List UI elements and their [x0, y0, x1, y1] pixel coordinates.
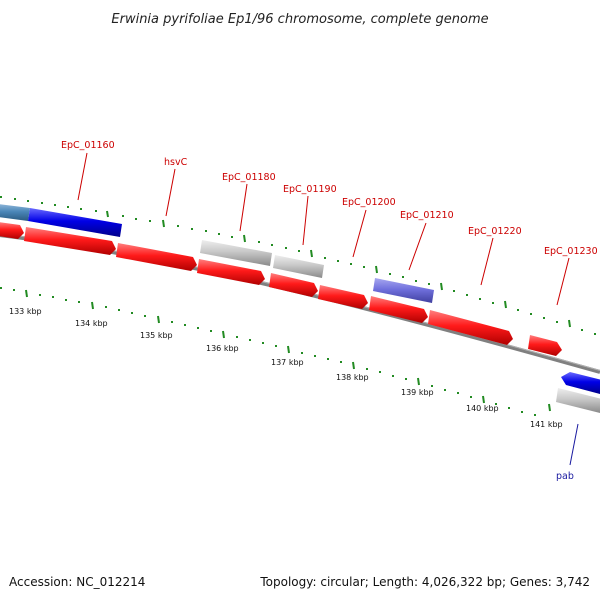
gene-label-epc-01200[interactable]: EpC_01200	[342, 197, 396, 208]
tick-label: 138 kbp	[336, 373, 369, 382]
gene-labels: EpC_01160 hsvC EpC_01180 EpC_01190 EpC_0…	[61, 140, 598, 482]
gene-label-epc-01190[interactable]: EpC_01190	[283, 184, 337, 195]
label-leaders	[77, 152, 579, 466]
gene-feature-f4[interactable]	[197, 259, 265, 285]
gene-label-epc-01220[interactable]: EpC_01220	[468, 226, 522, 237]
gene-feature-f5[interactable]	[269, 273, 318, 297]
tick-label: 135 kbp	[140, 331, 173, 340]
inner-strand-genes	[0, 222, 562, 356]
tick-label: 139 kbp	[401, 388, 434, 397]
gene-feature-f1[interactable]	[0, 222, 24, 239]
outer-major-ticks	[106, 210, 571, 328]
gene-feature-epc-01210[interactable]	[373, 278, 434, 303]
gene-feature-pseudo-1[interactable]	[200, 240, 272, 266]
gene-feature-pab[interactable]	[561, 372, 600, 394]
gene-feature-epc-01230[interactable]	[528, 335, 562, 356]
gene-feature-f7[interactable]	[369, 296, 428, 323]
tick-label: 141 kbp	[530, 420, 563, 429]
page-title: Erwinia pyrifoliae Ep1/96 chromosome, co…	[111, 12, 488, 27]
tick-label: 134 kbp	[75, 319, 108, 328]
inner-dotted-track	[0, 287, 536, 416]
gene-feature-f2[interactable]	[24, 227, 116, 255]
tick-label: 137 kbp	[271, 358, 304, 367]
gene-label-epc-01230[interactable]: EpC_01230	[544, 246, 598, 257]
lower-strand-genes	[556, 372, 600, 413]
outer-strand-genes	[0, 204, 434, 303]
ruler-labels: 133 kbp 134 kbp 135 kbp 136 kbp 137 kbp …	[9, 307, 563, 429]
tick-label: 140 kbp	[466, 404, 499, 413]
gene-feature-f6[interactable]	[318, 285, 368, 309]
gene-feature-f3[interactable]	[116, 243, 197, 271]
outer-dotted-track	[0, 196, 596, 335]
gene-feature-pseudo-2[interactable]	[273, 255, 324, 278]
gene-label-epc-01180[interactable]: EpC_01180	[222, 172, 276, 183]
tick-label: 133 kbp	[9, 307, 42, 316]
gene-feature-epc-01160[interactable]	[28, 208, 122, 237]
gene-feature-pseudo-3[interactable]	[556, 388, 600, 413]
genome-summary-text: Topology: circular; Length: 4,026,322 bp…	[259, 575, 590, 589]
gene-label-epc-01160[interactable]: EpC_01160	[61, 140, 115, 151]
gene-feature-steel[interactable]	[0, 204, 30, 221]
gene-label-hsvc[interactable]: hsvC	[164, 157, 188, 168]
genome-backbone	[0, 233, 600, 374]
tick-label: 136 kbp	[206, 344, 239, 353]
gene-label-epc-01210[interactable]: EpC_01210	[400, 210, 454, 221]
gene-feature-f8[interactable]	[428, 310, 513, 345]
inner-major-ticks	[25, 289, 551, 412]
gene-label-pab[interactable]: pab	[556, 471, 574, 482]
accession-text: Accession: NC_012214	[9, 575, 145, 589]
